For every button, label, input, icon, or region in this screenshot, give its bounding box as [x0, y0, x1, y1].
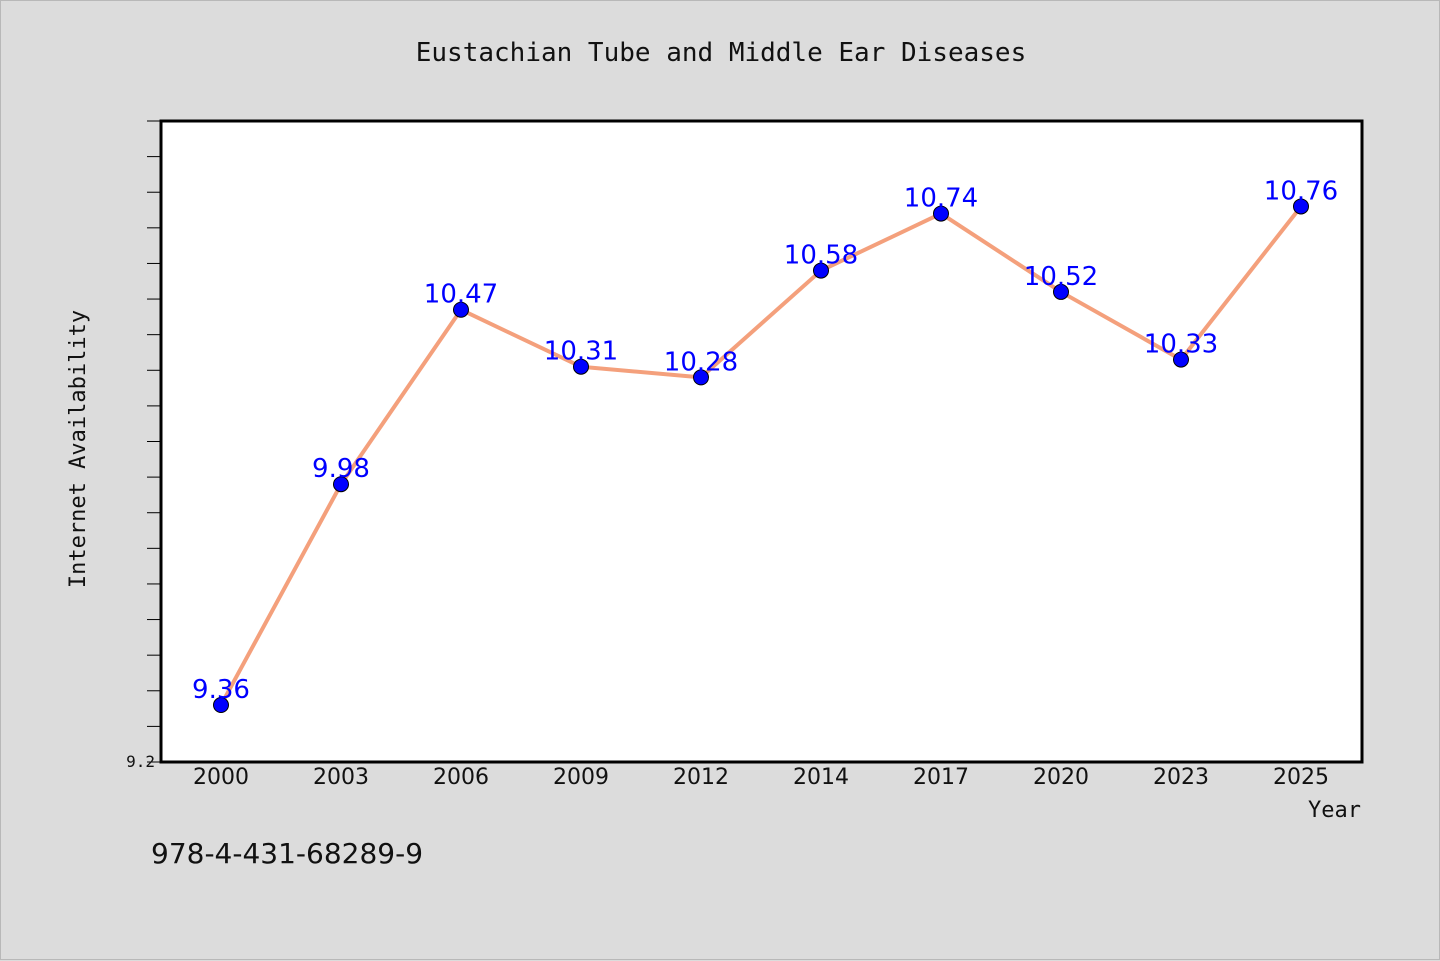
x-tick-label: 2014 — [793, 765, 849, 790]
data-point — [453, 301, 469, 318]
data-label: 9.36 — [192, 675, 250, 705]
data-point — [213, 697, 229, 714]
data-markers — [213, 198, 1309, 714]
data-label: 10.33 — [1144, 330, 1218, 360]
data-point — [1173, 351, 1189, 368]
data-point — [933, 205, 949, 222]
x-axis-tick-labels: 2000 2003 2006 2009 2012 2014 2017 2020 2023 2025 — [193, 765, 1329, 790]
x-tick-label: 2012 — [673, 765, 729, 790]
x-tick-label: 2023 — [1153, 765, 1209, 790]
data-label: 10.47 — [424, 280, 498, 310]
chart-title: Eustachian Tube and Middle Ear Diseases — [416, 38, 1026, 68]
data-point — [1293, 198, 1309, 215]
data-label: 10.31 — [544, 337, 618, 367]
data-label: 10.52 — [1024, 262, 1098, 292]
x-axis-label: Year — [1308, 798, 1361, 823]
y-axis-label: Internet Availability — [66, 310, 91, 588]
x-tick-label: 2017 — [913, 765, 969, 790]
data-point — [693, 369, 709, 386]
plot-area — [159, 119, 1364, 764]
data-label: 10.28 — [664, 347, 738, 377]
data-point — [333, 476, 349, 493]
x-tick-label: 2009 — [553, 765, 609, 790]
x-tick-label: 2025 — [1273, 765, 1329, 790]
x-tick-label: 2003 — [313, 765, 369, 790]
series-line — [219, 205, 1303, 706]
data-label: 10.74 — [904, 184, 978, 214]
data-labels: 9.36 9.98 10.47 10.31 10.28 10.58 10.74 10.52 10… — [192, 176, 1338, 705]
data-label: 10.76 — [1264, 176, 1338, 206]
y-axis-ticks — [147, 120, 160, 763]
x-tick-label: 2006 — [433, 765, 489, 790]
x-tick-label: 2020 — [1033, 765, 1089, 790]
x-tick-label: 2000 — [193, 765, 249, 790]
data-point — [813, 262, 829, 279]
isbn-annotation: 978-4-431-68289-9 — [151, 837, 423, 870]
data-label: 10.58 — [784, 241, 858, 271]
data-point — [573, 358, 589, 375]
data-label: 9.98 — [312, 454, 370, 484]
y-tick-label: 9.2 — [126, 752, 155, 771]
data-point — [1053, 283, 1069, 300]
